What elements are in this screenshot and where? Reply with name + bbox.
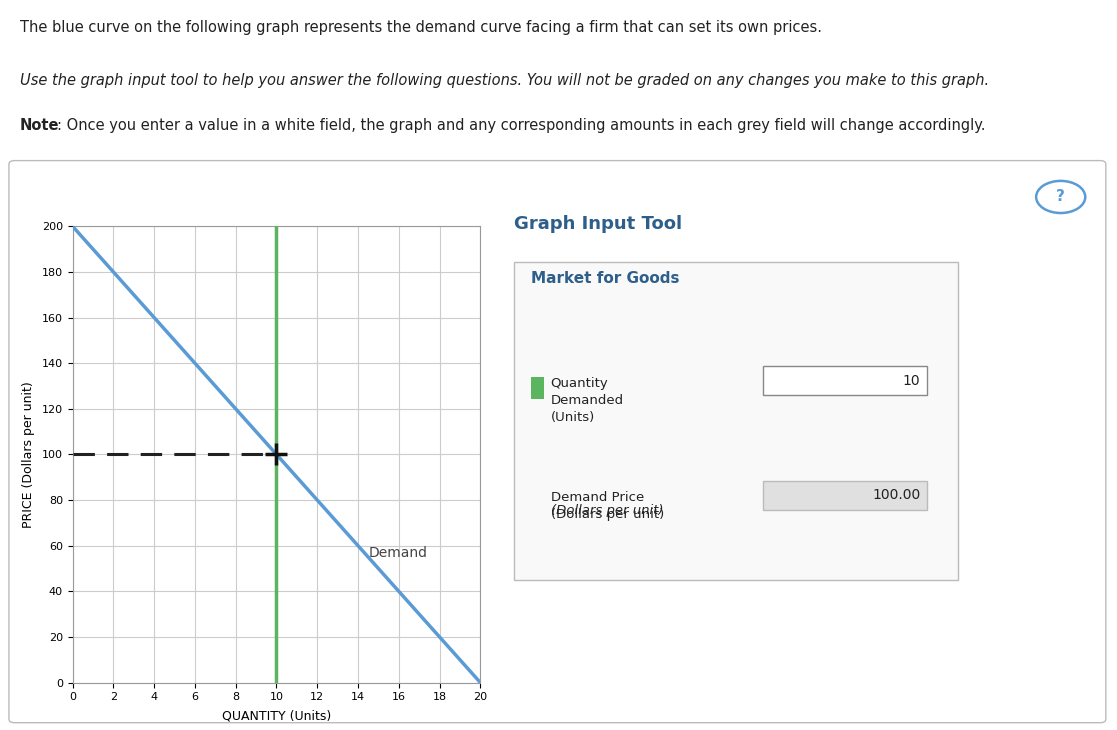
Text: : Once you enter a value in a white field, the graph and any corresponding amoun: : Once you enter a value in a white fiel… bbox=[57, 118, 985, 134]
Text: 10: 10 bbox=[903, 374, 920, 388]
Text: 100.00: 100.00 bbox=[872, 488, 920, 502]
Text: Graph Input Tool: Graph Input Tool bbox=[514, 215, 682, 233]
Text: Demand: Demand bbox=[369, 546, 427, 560]
Y-axis label: PRICE (Dollars per unit): PRICE (Dollars per unit) bbox=[22, 381, 35, 528]
Text: (Dollars per unit): (Dollars per unit) bbox=[551, 504, 663, 517]
Text: Quantity
Demanded
(Units): Quantity Demanded (Units) bbox=[551, 377, 623, 424]
Text: Use the graph input tool to help you answer the following questions. You will no: Use the graph input tool to help you ans… bbox=[20, 73, 990, 88]
Text: Note: Note bbox=[20, 118, 59, 134]
Text: Demand Price
(Dollars per unit): Demand Price (Dollars per unit) bbox=[551, 491, 663, 521]
Text: ?: ? bbox=[1057, 190, 1066, 204]
Text: Market for Goods: Market for Goods bbox=[531, 271, 679, 285]
X-axis label: QUANTITY (Units): QUANTITY (Units) bbox=[222, 710, 331, 722]
Text: The blue curve on the following graph represents the demand curve facing a firm : The blue curve on the following graph re… bbox=[20, 20, 822, 36]
